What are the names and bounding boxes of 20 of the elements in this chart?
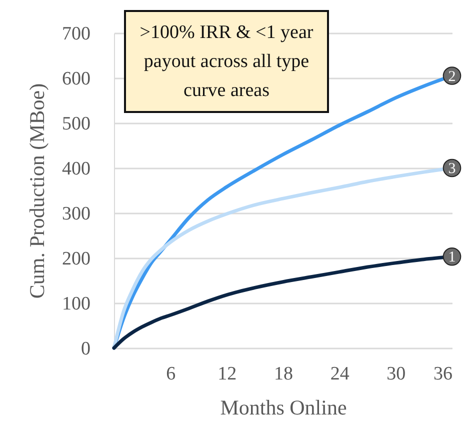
series-label: 3 [448, 161, 456, 177]
x-tick-label: 30 [386, 364, 406, 384]
y-tick-label: 600 [62, 68, 90, 90]
y-tick-label: 200 [62, 248, 90, 270]
x-tick-label: 12 [218, 364, 237, 384]
series-label: 2 [448, 68, 456, 85]
y-tick-label: 100 [62, 294, 90, 314]
y-tick-label: 500 [62, 114, 90, 134]
x-tick-label: 18 [274, 364, 293, 384]
y-tick-label: 400 [62, 158, 90, 180]
series-label: 1 [448, 250, 456, 266]
x-tick-label: 24 [330, 364, 350, 384]
x-tick-label: 6 [166, 364, 176, 384]
y-tick-label: 700 [62, 24, 90, 44]
annotation: >100% IRR & <1 year payout across all type curve areas [124, 10, 329, 113]
x-tick-label: 36 [434, 364, 452, 384]
y-tick-label: 0 [81, 338, 90, 360]
x-axis-title: Months Online [220, 396, 347, 420]
y-axis-title: Cum. Production (MBoe) [25, 83, 49, 299]
y-tick-label: 300 [62, 204, 90, 224]
